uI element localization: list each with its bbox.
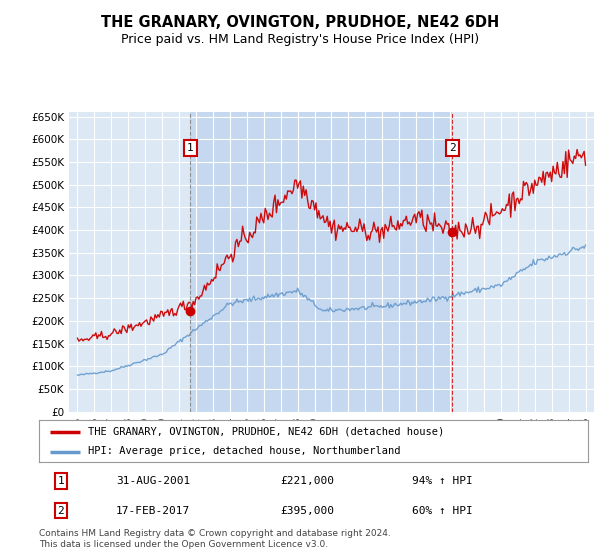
Text: Price paid vs. HM Land Registry's House Price Index (HPI): Price paid vs. HM Land Registry's House … — [121, 32, 479, 46]
Text: 2: 2 — [58, 506, 64, 516]
Text: 60% ↑ HPI: 60% ↑ HPI — [412, 506, 473, 516]
Text: £395,000: £395,000 — [281, 506, 335, 516]
Text: HPI: Average price, detached house, Northumberland: HPI: Average price, detached house, Nort… — [88, 446, 401, 456]
Text: 17-FEB-2017: 17-FEB-2017 — [116, 506, 190, 516]
Text: 2: 2 — [449, 143, 455, 153]
Text: THE GRANARY, OVINGTON, PRUDHOE, NE42 6DH: THE GRANARY, OVINGTON, PRUDHOE, NE42 6DH — [101, 15, 499, 30]
Text: 31-AUG-2001: 31-AUG-2001 — [116, 476, 190, 486]
Bar — [190, 112, 452, 412]
Text: £221,000: £221,000 — [281, 476, 335, 486]
Text: Contains HM Land Registry data © Crown copyright and database right 2024.
This d: Contains HM Land Registry data © Crown c… — [39, 529, 391, 549]
Text: THE GRANARY, OVINGTON, PRUDHOE, NE42 6DH (detached house): THE GRANARY, OVINGTON, PRUDHOE, NE42 6DH… — [88, 427, 445, 437]
Text: 1: 1 — [58, 476, 64, 486]
Text: 94% ↑ HPI: 94% ↑ HPI — [412, 476, 473, 486]
Text: 1: 1 — [187, 143, 194, 153]
